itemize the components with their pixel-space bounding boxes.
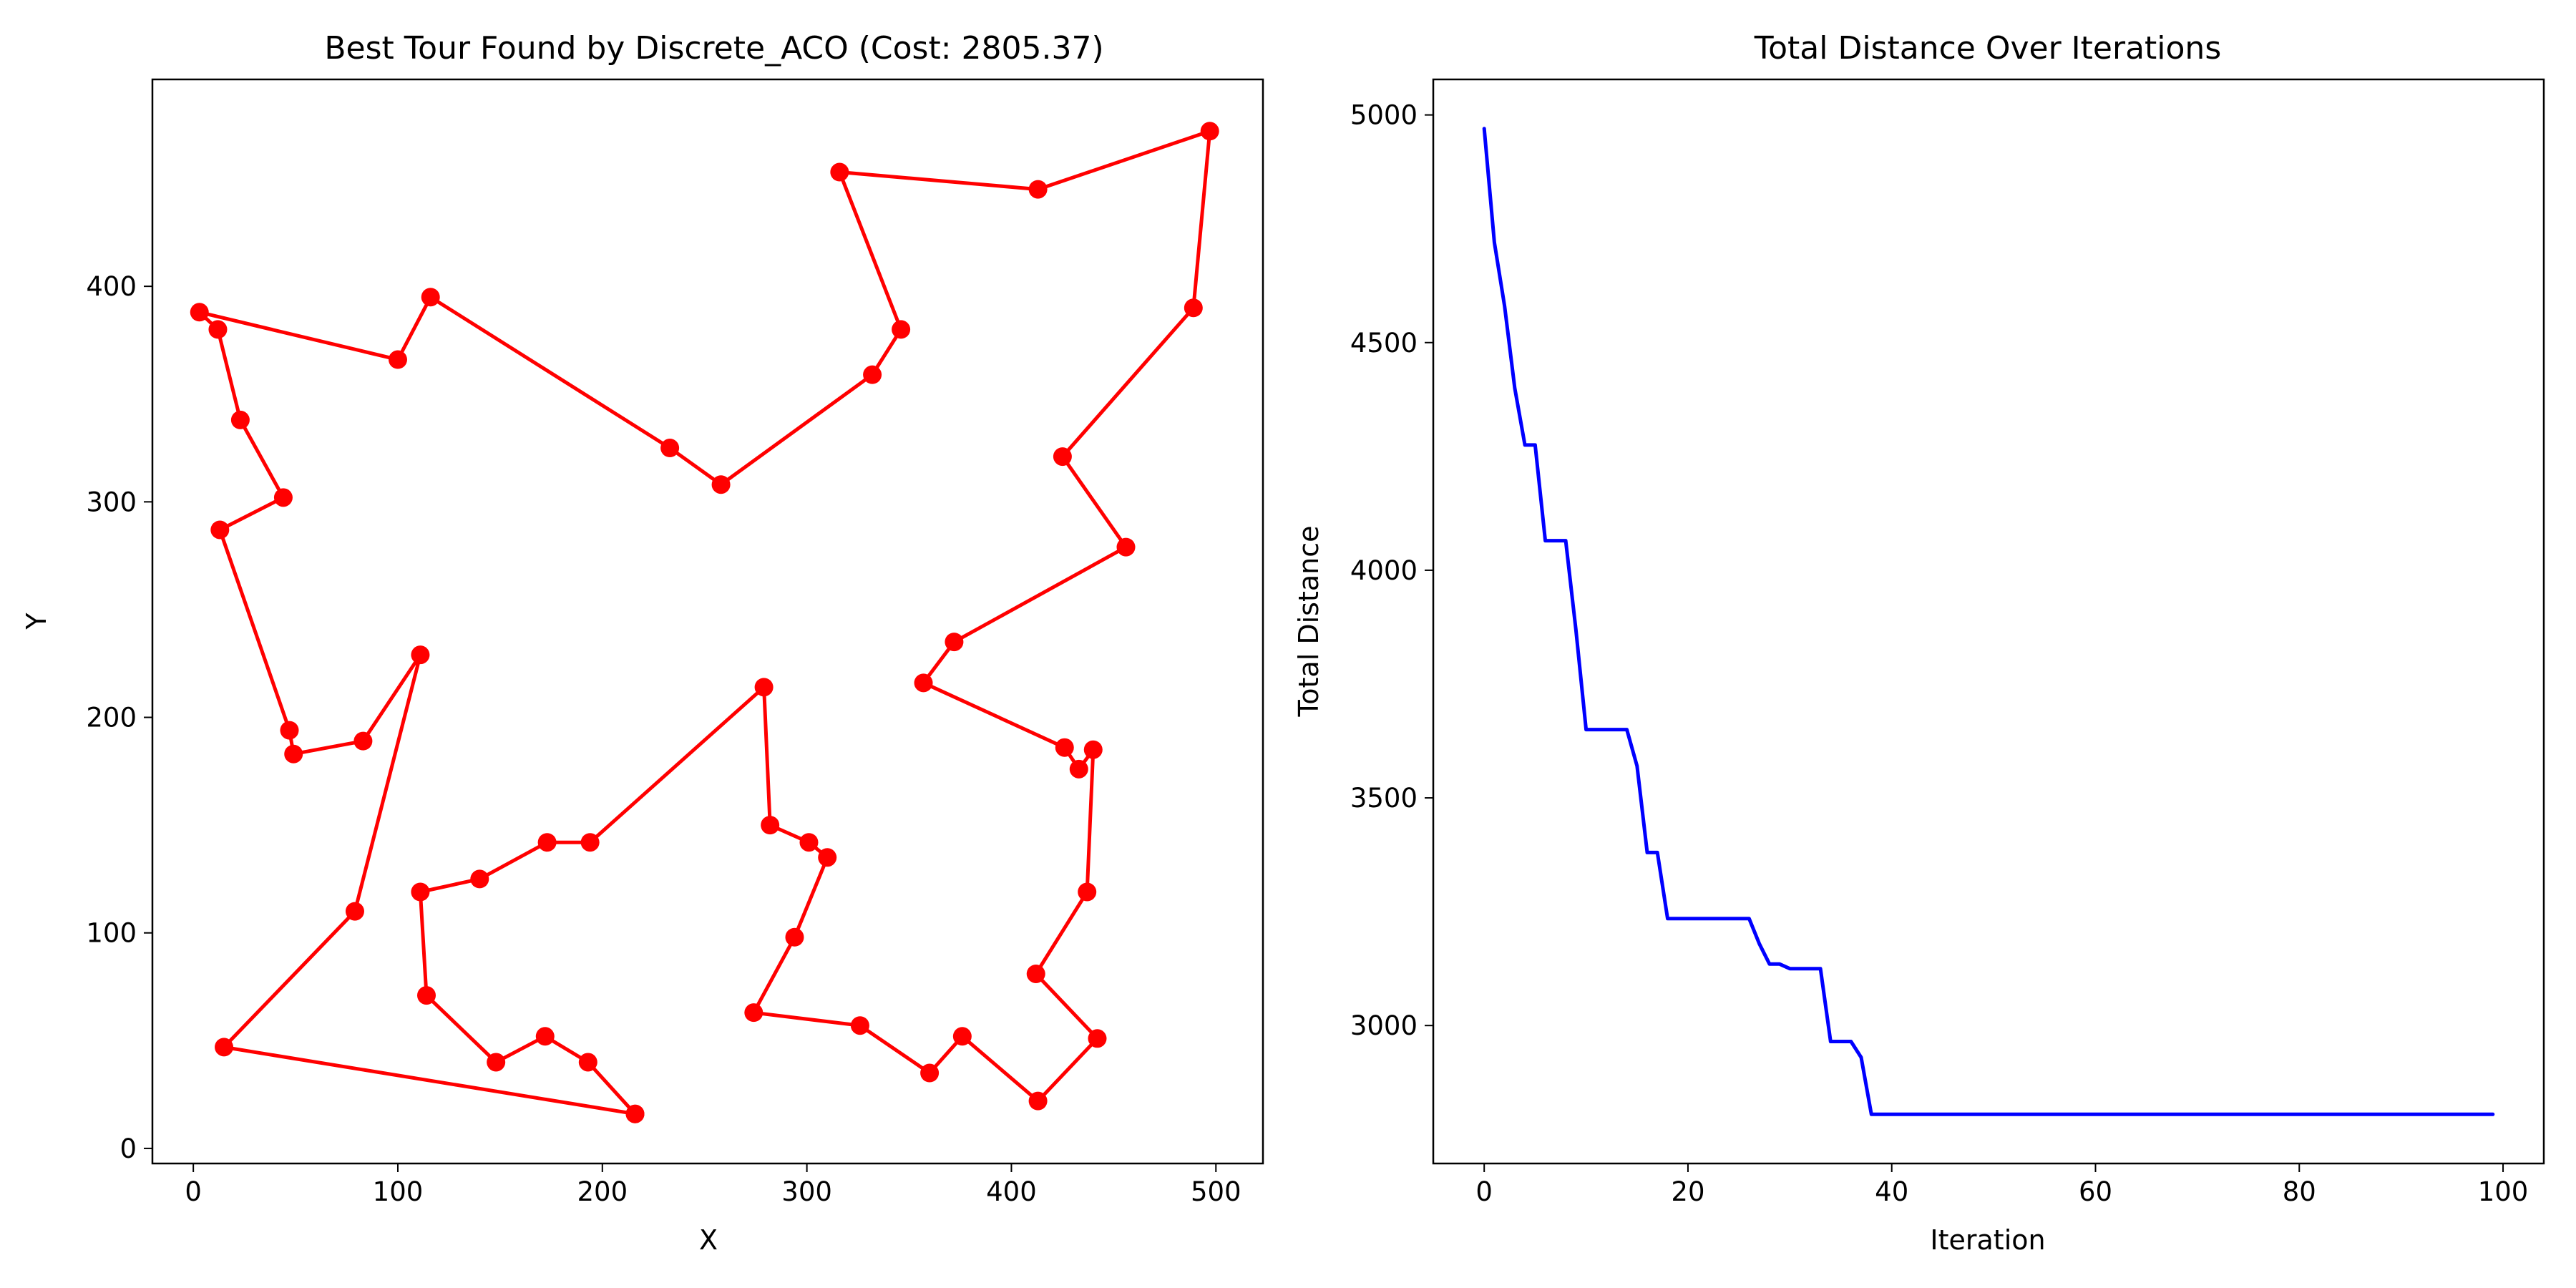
city-point	[416, 986, 436, 1005]
city-point	[799, 833, 819, 852]
city-point	[761, 816, 780, 835]
city-point	[1078, 882, 1097, 902]
city-point	[785, 927, 804, 947]
city-point	[345, 902, 364, 921]
tour-plot-y-tick-label: 100	[86, 918, 137, 949]
city-point	[1055, 738, 1074, 757]
city-point	[578, 1053, 597, 1072]
city-point	[1028, 1091, 1048, 1111]
distance-plot-y-tick-label: 5000	[1350, 100, 1418, 131]
tour-plot-x-tick-label: 300	[781, 1176, 832, 1207]
tour-plot-title: Best Tour Found by Discrete_ACO (Cost: 2…	[324, 30, 1103, 67]
tour-plot-y-tick-label: 300	[86, 487, 137, 517]
distance-plot-data	[1482, 127, 2495, 1116]
tour-plot-frame	[151, 78, 1264, 1165]
city-point	[818, 848, 837, 867]
tour-plot: Best Tour Found by Discrete_ACO (Cost: 2…	[21, 30, 1264, 1256]
tour-plot-y-tick-label: 400	[86, 271, 137, 302]
distance-plot-y-axis-label: Total Distance	[1293, 526, 1324, 718]
distance-plot-y-tick-label: 3500	[1350, 783, 1418, 814]
city-point	[952, 1027, 972, 1046]
city-point	[284, 744, 303, 763]
distance-plot-y-tick-label: 4000	[1350, 555, 1418, 586]
city-point	[421, 288, 440, 307]
city-point	[1088, 1029, 1107, 1048]
tour-plot-data	[190, 122, 1219, 1123]
distance-plot-x-tick-label: 20	[1671, 1176, 1704, 1207]
distance-plot-x-tick-label: 40	[1875, 1176, 1908, 1207]
city-point	[1116, 537, 1136, 557]
city-point	[1200, 122, 1219, 141]
distance-plot: Total Distance Over Iterations Iteration…	[1293, 30, 2545, 1256]
tour-plot-x-tick-label: 400	[986, 1176, 1037, 1207]
distance-plot-x-axis-label: Iteration	[1930, 1224, 2045, 1256]
distance-plot-x-tick-label: 60	[2079, 1176, 2112, 1207]
city-point	[1069, 759, 1088, 779]
city-point	[744, 1003, 763, 1023]
distance-plot-y-tick-label: 4500	[1350, 328, 1418, 358]
city-point	[190, 303, 209, 322]
tour-plot-ticks: 0 100 200 300 400 500 0 100 200 300 400	[86, 271, 1241, 1207]
city-point	[487, 1053, 506, 1072]
city-point	[945, 633, 964, 652]
city-point	[830, 162, 849, 182]
city-point	[660, 439, 680, 458]
city-point	[1028, 180, 1048, 199]
city-point	[535, 1027, 555, 1046]
city-point	[1026, 964, 1045, 983]
distance-plot-frame	[1432, 78, 2545, 1165]
city-point	[470, 869, 489, 889]
distance-plot-x-tick-label: 100	[2478, 1176, 2529, 1207]
tour-plot-x-tick-label: 100	[373, 1176, 424, 1207]
distance-plot-x-tick-label: 0	[1475, 1176, 1493, 1207]
distance-plot-ticks: 0 20 40 60 80 100 3000 3500 4000 4500 5000	[1350, 100, 2529, 1207]
tour-plot-x-tick-label: 200	[577, 1176, 628, 1207]
city-point	[208, 320, 228, 339]
city-point	[850, 1016, 869, 1035]
city-point	[754, 678, 774, 697]
city-point	[273, 488, 293, 507]
city-point	[411, 882, 430, 902]
city-point	[388, 350, 407, 369]
city-point	[1083, 740, 1103, 759]
city-point	[210, 520, 230, 540]
city-point	[914, 673, 933, 693]
city-point	[1053, 447, 1072, 467]
city-point	[625, 1104, 645, 1123]
tour-plot-x-tick-label: 500	[1191, 1176, 1241, 1207]
city-point	[353, 731, 373, 751]
tour-plot-y-tick-label: 0	[119, 1133, 137, 1164]
city-point	[230, 410, 250, 429]
city-point	[711, 475, 731, 494]
city-point	[280, 721, 299, 740]
distance-plot-title: Total Distance Over Iterations	[1754, 30, 2222, 67]
city-point	[411, 645, 430, 665]
city-point	[215, 1038, 234, 1057]
city-point	[580, 833, 600, 852]
city-point	[920, 1063, 940, 1083]
tour-plot-x-axis-label: X	[699, 1224, 718, 1256]
city-point	[537, 833, 557, 852]
tour-plot-y-tick-label: 200	[86, 703, 137, 733]
distance-plot-x-tick-label: 80	[2283, 1176, 2316, 1207]
city-point	[863, 365, 882, 384]
city-point	[1184, 298, 1203, 318]
distance-plot-y-tick-label: 3000	[1350, 1010, 1418, 1041]
distance-plot-series-line	[1482, 127, 2495, 1116]
tour-plot-x-tick-label: 0	[185, 1176, 202, 1207]
tour-plot-y-axis-label: Y	[21, 613, 52, 630]
city-point	[892, 320, 911, 339]
